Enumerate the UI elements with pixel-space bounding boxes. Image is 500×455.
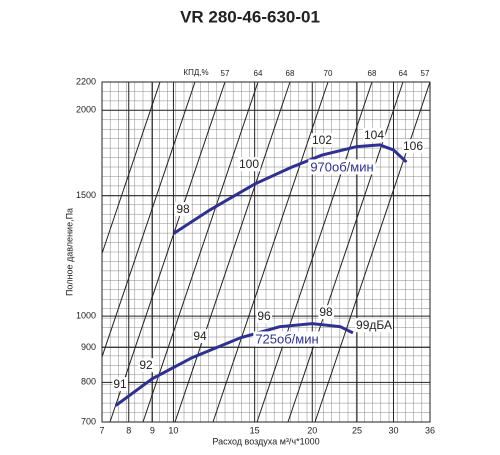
noise-label: 91: [113, 377, 127, 391]
x-tick-label: 20: [307, 425, 317, 435]
efficiency-value: 68: [368, 69, 377, 78]
noise-label-bg: [138, 358, 154, 373]
noise-label: 98: [176, 202, 190, 216]
noise-label-bg: [256, 309, 272, 324]
x-tick-label: 30: [388, 425, 398, 435]
efficiency-value: 57: [221, 69, 230, 78]
noise-label: 94: [193, 329, 207, 343]
efficiency-line: [212, 81, 329, 423]
efficiency-line: [101, 81, 196, 358]
efficiency-value: 64: [399, 69, 408, 78]
series-name: 725об/мин: [255, 331, 318, 346]
x-tick-label: 9: [150, 425, 155, 435]
efficiency-label: КПД,%: [183, 68, 208, 77]
noise-label-bg: [192, 329, 208, 344]
efficiency-line: [101, 81, 161, 254]
noise-label-bg: [237, 157, 261, 172]
efficiency-value: 64: [254, 69, 263, 78]
noise-label: 106: [403, 139, 423, 153]
noise-label-bg: [362, 128, 386, 143]
x-tick-label: 8: [126, 425, 131, 435]
x-tick-label: 25: [352, 425, 362, 435]
x-axis-label: Расход воздуха м³/ч*1000: [212, 436, 319, 446]
noise-label: 92: [139, 358, 153, 372]
noise-label-bg: [355, 318, 393, 333]
x-tick-label: 36: [425, 425, 435, 435]
y-tick-label: 800: [81, 377, 96, 387]
noise-label-bg: [175, 202, 191, 217]
noise-label-bg: [401, 139, 425, 154]
x-tick-label: 7: [99, 425, 104, 435]
noise-label-bg: [318, 305, 334, 320]
x-tick-label: 10: [168, 425, 178, 435]
y-tick-label: 1000: [76, 310, 96, 320]
efficiency-line: [174, 81, 291, 423]
series-name: 970об/мин: [310, 159, 373, 174]
efficiency-line: [256, 81, 373, 423]
series-name-bg: [308, 159, 376, 175]
efficiency-value: 68: [286, 69, 295, 78]
series-name-bg: [253, 331, 321, 347]
efficiency-value: 70: [324, 69, 333, 78]
efficiency-value: 57: [421, 69, 430, 78]
noise-label: 100: [239, 157, 259, 171]
noise-label-bg: [310, 133, 334, 148]
noise-label: 102: [312, 133, 332, 147]
y-tick-label: 2200: [76, 76, 96, 86]
noise-label-bg: [112, 377, 128, 392]
y-axis-label: Полное давление,Па: [64, 208, 74, 296]
x-tick-label: 15: [250, 425, 260, 435]
y-tick-label: 700: [81, 416, 96, 426]
y-tick-label: 2000: [76, 105, 96, 115]
efficiency-line: [109, 81, 226, 423]
noise-label: 99дБА: [356, 318, 392, 332]
efficiency-line: [314, 81, 431, 423]
y-tick-label: 900: [81, 342, 96, 352]
noise-label: 98: [319, 305, 333, 319]
efficiency-line: [142, 81, 259, 423]
chart-title: VR 280-46-630-01: [180, 7, 320, 26]
curve: [172, 143, 408, 235]
noise-label: 96: [257, 309, 271, 323]
y-tick-label: 1500: [76, 190, 96, 200]
noise-label: 104: [364, 128, 384, 142]
